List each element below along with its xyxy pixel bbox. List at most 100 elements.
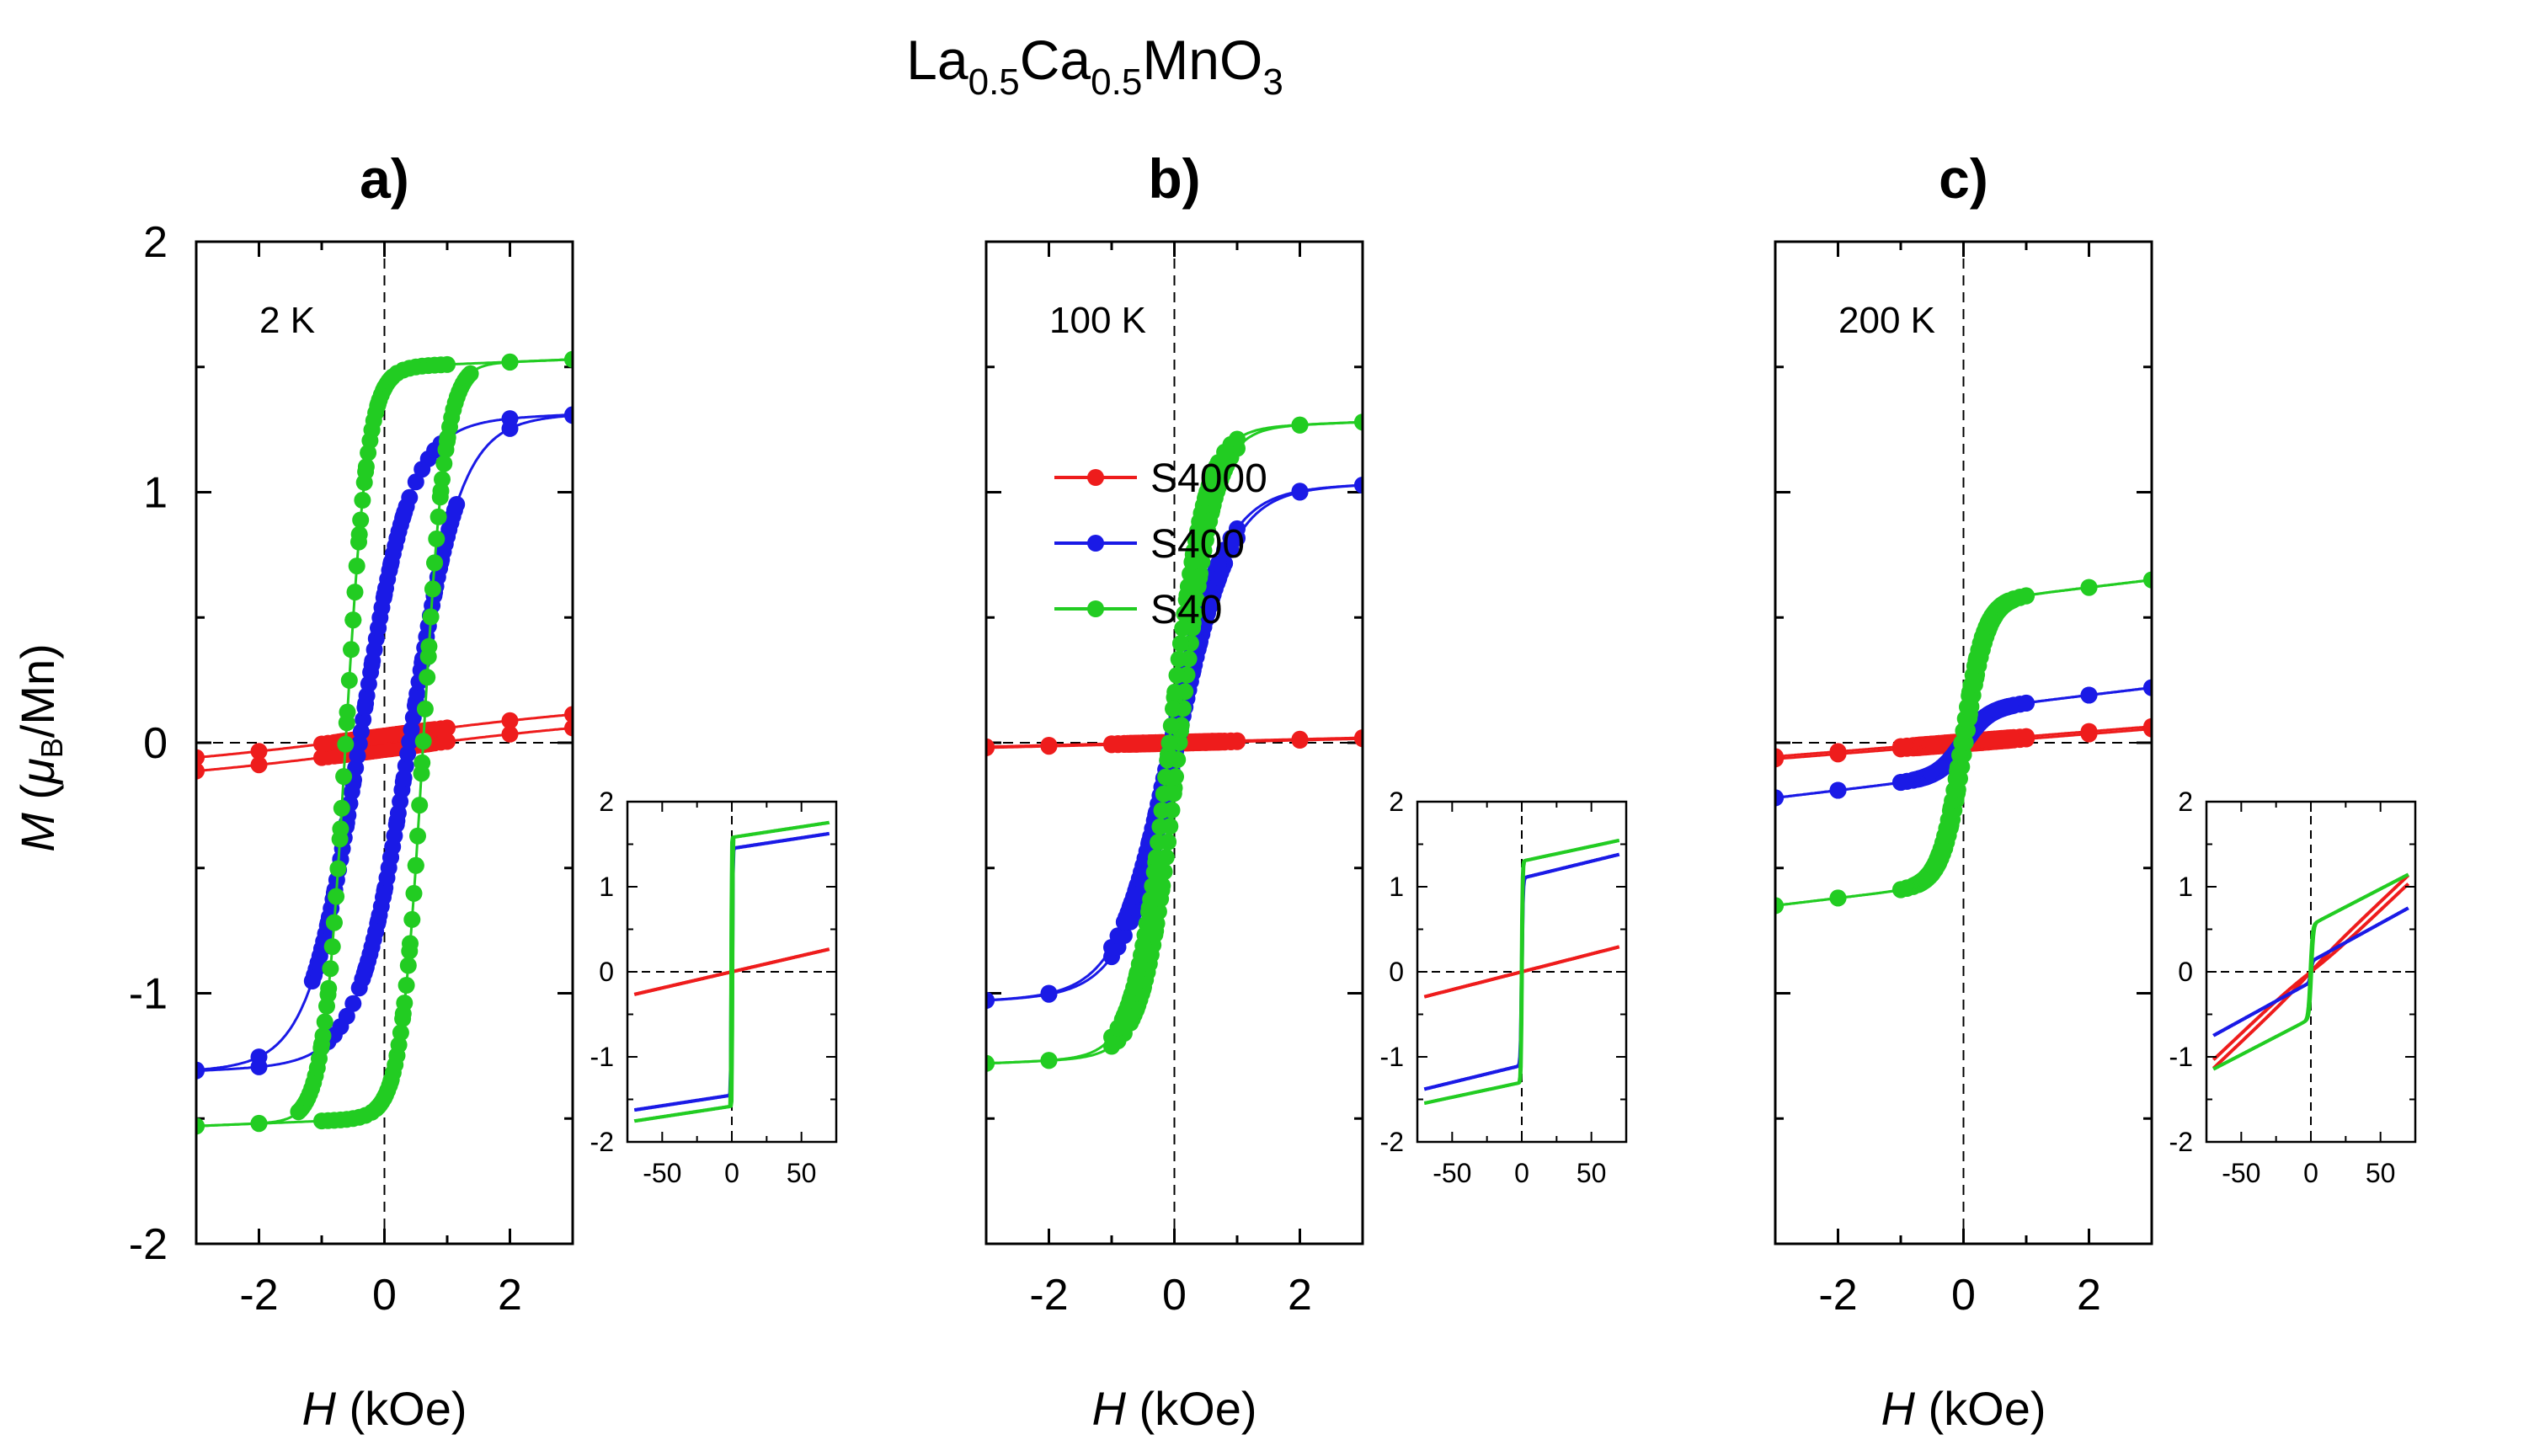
data-point-S40 [431,488,449,506]
data-point-S40 [384,368,402,386]
data-point-S4000 [2002,729,2019,746]
panel-label: b) [1148,147,1200,210]
data-point-S40 [314,1027,332,1044]
x-label-unit: (kOe) [336,1382,467,1435]
data-point-S4000 [986,738,995,755]
data-point-S400 [1291,483,1309,500]
data-point-S40 [1177,591,1195,609]
x-tick-label: 2 [2077,1271,2101,1320]
data-point-S40 [501,353,519,371]
data-point-S40 [1040,1052,1058,1069]
data-point-S40 [397,977,415,994]
data-point-S40 [1168,667,1186,684]
inset: -50 0 50 -2 -1 0 1 2 [2169,787,2417,1188]
inset: -50 0 50 -2 -1 0 1 2 [590,787,838,1188]
data-point-S4000 [439,733,456,750]
data-point-S40 [430,508,447,525]
data-point-S40 [2000,592,2018,610]
inset-y-tick-label: -2 [590,1127,614,1157]
x-label-h: H [1881,1382,1915,1435]
data-point-S40 [1354,413,1363,431]
data-point-S40 [2018,587,2035,605]
legend-marker-S400 [1087,535,1104,552]
data-point-S40 [1151,818,1169,835]
x-tick-label: 2 [1288,1271,1312,1320]
y-tick-label: 2 [143,218,168,267]
temperature-label: 200 K [1838,300,1935,341]
x-tick-label: -2 [1818,1271,1857,1320]
panel-1: a) 2 K -2 0 2 -2 -1 0 1 2 H (kOe) -50 0 50 -2 -1 0 1 2 [129,147,838,1435]
data-point-S40 [1155,785,1172,803]
y-tick-label: 1 [143,469,168,518]
x-tick-label: 0 [372,1271,397,1320]
data-point-S4000 [2018,728,2035,745]
data-point-S400 [1829,781,1847,799]
data-point-S40 [439,355,456,373]
y-axis-label: M (μB/Mn) [11,643,69,852]
x-tick-label: -2 [1029,1271,1068,1320]
data-point-S4000 [1775,748,1784,765]
data-point-S40 [322,960,339,978]
inset-x-tick-label: -50 [2222,1158,2260,1188]
y-tick-label: 0 [143,719,168,768]
x-tick-label: -2 [239,1271,278,1320]
data-point-S400 [1040,984,1058,1002]
data-point-S4000 [250,743,268,760]
inset-y-tick-label: 2 [599,787,614,817]
series-group [196,350,573,1135]
inset-y-tick-label: -2 [2169,1127,2193,1157]
inset-x-tick-label: 50 [787,1158,817,1188]
data-point-S400 [407,473,424,491]
x-axis-label: H (kOe) [1881,1382,2046,1435]
inset-x-tick-label: 0 [724,1158,739,1188]
inset-y-tick-label: -1 [1380,1042,1404,1072]
data-point-S4000 [1829,743,1847,760]
data-point-S40 [328,888,345,905]
data-point-S40 [435,455,453,472]
inset-x-tick-label: -50 [1433,1158,1471,1188]
data-point-S40 [1775,897,1784,915]
data-point-S4000 [1213,733,1230,750]
data-point-S40 [316,1013,333,1031]
data-point-S40 [325,914,343,931]
data-point-S40 [405,884,423,902]
data-point-S40 [320,979,338,997]
title-ca: Ca [1020,29,1091,91]
inset-y-tick-label: 0 [599,957,614,987]
inset-line-S40 [1424,839,1619,1105]
data-point-S40 [1291,416,1309,434]
y-label-m: M [11,813,64,852]
data-point-S40 [396,995,413,1012]
data-point-S40 [354,492,371,509]
data-point-S4000 [196,762,205,780]
inset-y-tick-label: 2 [1389,787,1404,817]
data-point-S40 [318,997,335,1015]
data-point-S400 [448,496,466,513]
data-point-S40 [340,671,358,689]
data-point-S40 [419,669,436,686]
data-point-S40 [422,608,440,626]
title-mno: MnO [1142,29,1262,91]
data-point-S40 [329,860,347,877]
data-point-S40 [1153,802,1171,819]
data-point-S40 [2080,579,2098,596]
inset-y-tick-label: -1 [590,1042,614,1072]
data-point-S4000 [1291,730,1309,748]
plot-frame [984,240,1364,1245]
data-point-S40 [343,641,360,659]
data-point-S40 [1150,834,1167,851]
inset-y-tick-label: -2 [1380,1127,1404,1157]
inset-y-tick-label: 0 [2178,957,2193,987]
data-point-S40 [414,733,432,750]
title-sub-1: 0.5 [968,61,1020,103]
panel-label: c) [1939,147,1988,210]
data-point-S40 [1145,863,1163,881]
data-point-S4000 [196,749,205,766]
inset-frame [2205,800,2417,1144]
data-point-S40 [1160,734,1178,752]
x-label-h: H [1091,1382,1126,1435]
data-point-S4000 [564,719,573,737]
data-point-S400 [2080,686,2098,704]
data-point-S4000 [564,706,573,723]
